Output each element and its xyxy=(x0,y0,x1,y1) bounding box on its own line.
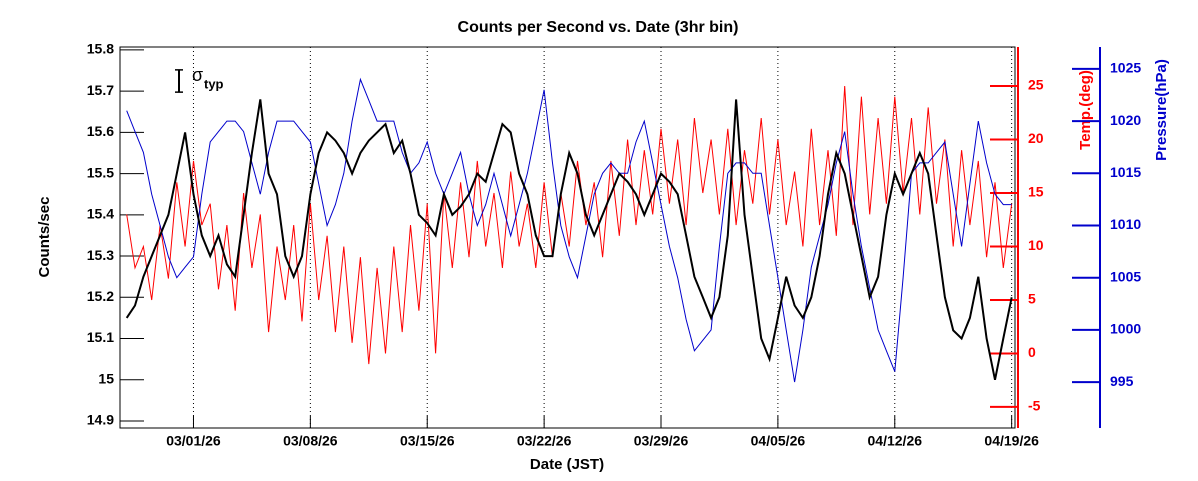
y-tick-label: 15.3 xyxy=(87,247,114,263)
y-tick-label: 15.8 xyxy=(87,41,114,57)
x-tick-label: 04/05/26 xyxy=(751,433,806,449)
y3-tick-label: 1000 xyxy=(1110,321,1141,337)
y2-tick-label: 15 xyxy=(1028,184,1044,200)
x-tick-label: 03/01/26 xyxy=(166,433,221,449)
y-tick-label: 15.1 xyxy=(87,329,114,345)
y-tick-label: 15.7 xyxy=(87,82,114,98)
y-tick-label: 15.5 xyxy=(87,164,114,180)
y2-tick-label: 0 xyxy=(1028,344,1036,360)
y2-tick-label: -5 xyxy=(1028,398,1041,414)
series-line xyxy=(125,99,1013,380)
y3-tick-label: 995 xyxy=(1110,373,1134,389)
x-tick-label: 04/19/26 xyxy=(984,433,1039,449)
x-tick-label: 03/08/26 xyxy=(283,433,338,449)
y2-tick-label: 10 xyxy=(1028,237,1044,253)
y2-axis-title: Temp.(deg) xyxy=(1077,70,1094,150)
x-axis-title: Date (JST) xyxy=(530,456,604,473)
x-tick-label: 04/12/26 xyxy=(868,433,923,449)
annotation: σ xyxy=(192,65,203,85)
x-tick-label: 03/22/26 xyxy=(517,433,572,449)
series-line xyxy=(126,85,1013,365)
y3-tick-label: 1005 xyxy=(1110,268,1141,284)
y-tick-label: 15 xyxy=(98,370,114,386)
y-tick-label: 15.6 xyxy=(87,123,114,139)
annotation-subscript: typ xyxy=(204,76,224,91)
y-tick-label: 14.9 xyxy=(87,412,114,428)
y3-tick-label: 1010 xyxy=(1110,216,1141,232)
series-line xyxy=(126,77,1012,383)
y3-tick-label: 1020 xyxy=(1110,112,1141,128)
y2-tick-label: 25 xyxy=(1028,77,1044,93)
y3-tick-label: 1025 xyxy=(1110,60,1141,76)
y3-tick-label: 1015 xyxy=(1110,164,1141,180)
chart-title: Counts per Second vs. Date (3hr bin) xyxy=(458,19,739,36)
y2-tick-label: 5 xyxy=(1028,291,1036,307)
x-tick-label: 03/15/26 xyxy=(400,433,455,449)
y-axis-title: Counts/sec xyxy=(36,197,53,278)
plot-frame xyxy=(119,46,1016,429)
y3-axis-title: Pressure(hPa) xyxy=(1153,59,1170,161)
y-tick-label: 15.4 xyxy=(87,206,114,222)
x-tick-label: 03/29/26 xyxy=(634,433,689,449)
y-tick-label: 15.2 xyxy=(87,288,114,304)
y2-tick-label: 20 xyxy=(1028,130,1044,146)
